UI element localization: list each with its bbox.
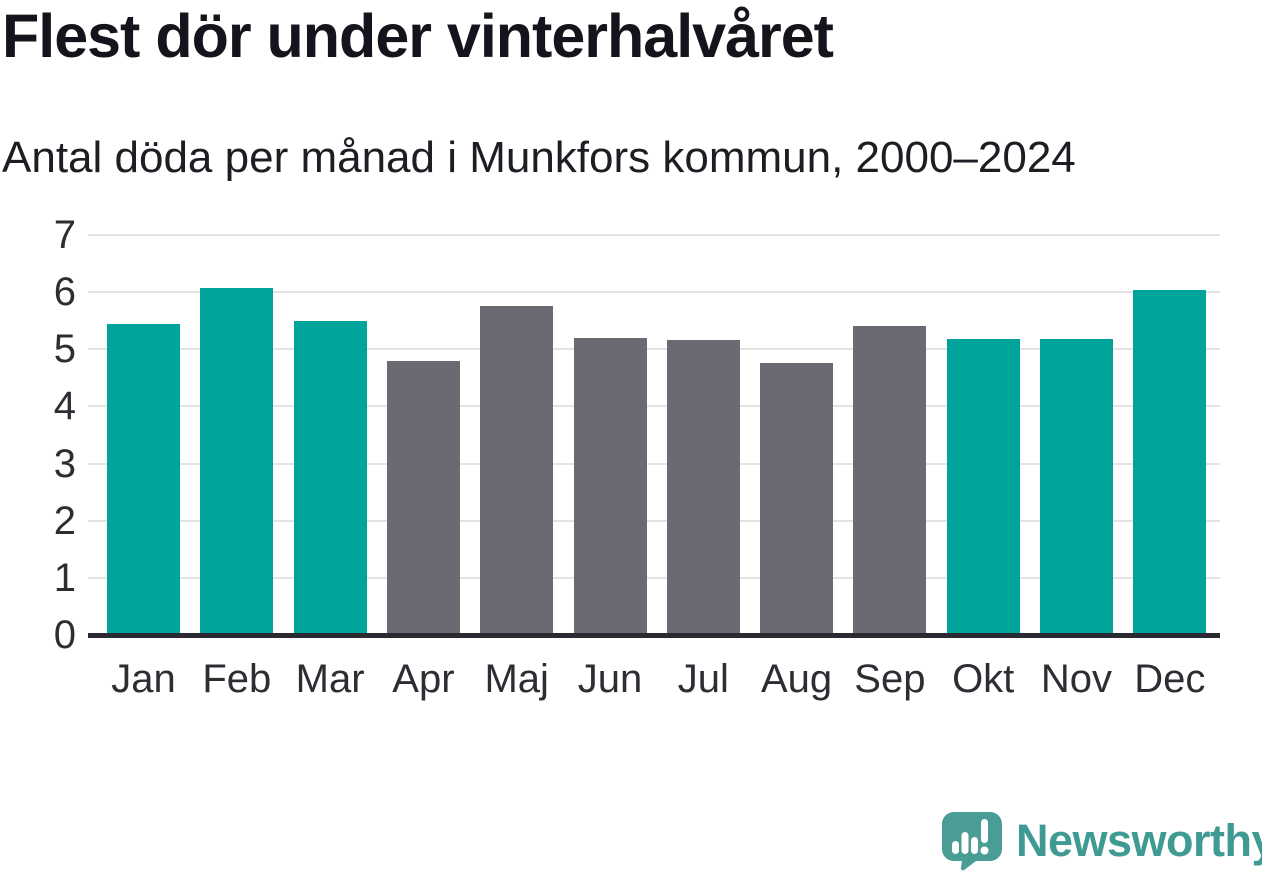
bar-Maj	[480, 305, 554, 635]
bar-Feb	[200, 287, 274, 635]
x-tick-label-Dec: Dec	[1134, 657, 1206, 701]
bar-Aug	[760, 363, 834, 635]
plot-area	[88, 234, 1220, 638]
newsworthy-wordmark: Newsworthy	[1016, 815, 1262, 866]
x-tick-label-Sep: Sep	[854, 657, 926, 701]
y-tick-label-3: 3	[53, 441, 76, 486]
x-tick-label-Feb: Feb	[202, 657, 272, 701]
x-tick-label-Jan: Jan	[111, 657, 176, 701]
bar-Sep	[853, 326, 927, 635]
x-axis-line	[88, 633, 1220, 638]
y-tick-label-6: 6	[53, 270, 76, 315]
bar-Okt	[946, 339, 1020, 635]
x-tick-label-Aug: Aug	[761, 657, 833, 701]
gridline-6	[88, 291, 1220, 294]
gridline-1	[88, 576, 1220, 579]
gridline-3	[88, 462, 1220, 465]
y-tick-label-0: 0	[53, 613, 76, 657]
x-tick-label-Jul: Jul	[677, 657, 729, 701]
bar-Nov	[1040, 339, 1113, 635]
bar-Apr	[386, 360, 460, 635]
gridline-5	[88, 348, 1220, 351]
gridline-4	[88, 405, 1220, 408]
bar-Mar	[293, 321, 367, 635]
newsworthy-logo: Newsworthy	[941, 811, 1262, 871]
chart-title: Flest dör under vinterhalvåret	[2, 2, 834, 70]
newsworthy-icon	[942, 812, 1002, 871]
y-tick-label-1: 1	[53, 555, 76, 600]
bar-Jun	[573, 337, 647, 635]
x-tick-label-Mar: Mar	[295, 657, 365, 701]
chart-subtitle: Antal döda per månad i Munkfors kommun, …	[2, 133, 1076, 182]
x-tick-label-Maj: Maj	[484, 657, 549, 701]
x-tick-label-Jun: Jun	[577, 657, 643, 701]
y-tick-label-4: 4	[53, 384, 76, 429]
x-tick-label-Apr: Apr	[392, 657, 455, 701]
x-tick-label-Nov: Nov	[1040, 657, 1113, 701]
y-tick-label-7: 7	[53, 213, 76, 257]
bar-Jan	[107, 324, 180, 635]
gridline-7	[88, 234, 1220, 236]
gridline-2	[88, 519, 1220, 522]
bar-Jul	[666, 340, 740, 635]
bar-Dec	[1133, 289, 1207, 635]
x-tick-label-Okt: Okt	[952, 657, 1015, 701]
y-tick-label-5: 5	[53, 327, 76, 372]
y-tick-label-2: 2	[53, 498, 76, 543]
